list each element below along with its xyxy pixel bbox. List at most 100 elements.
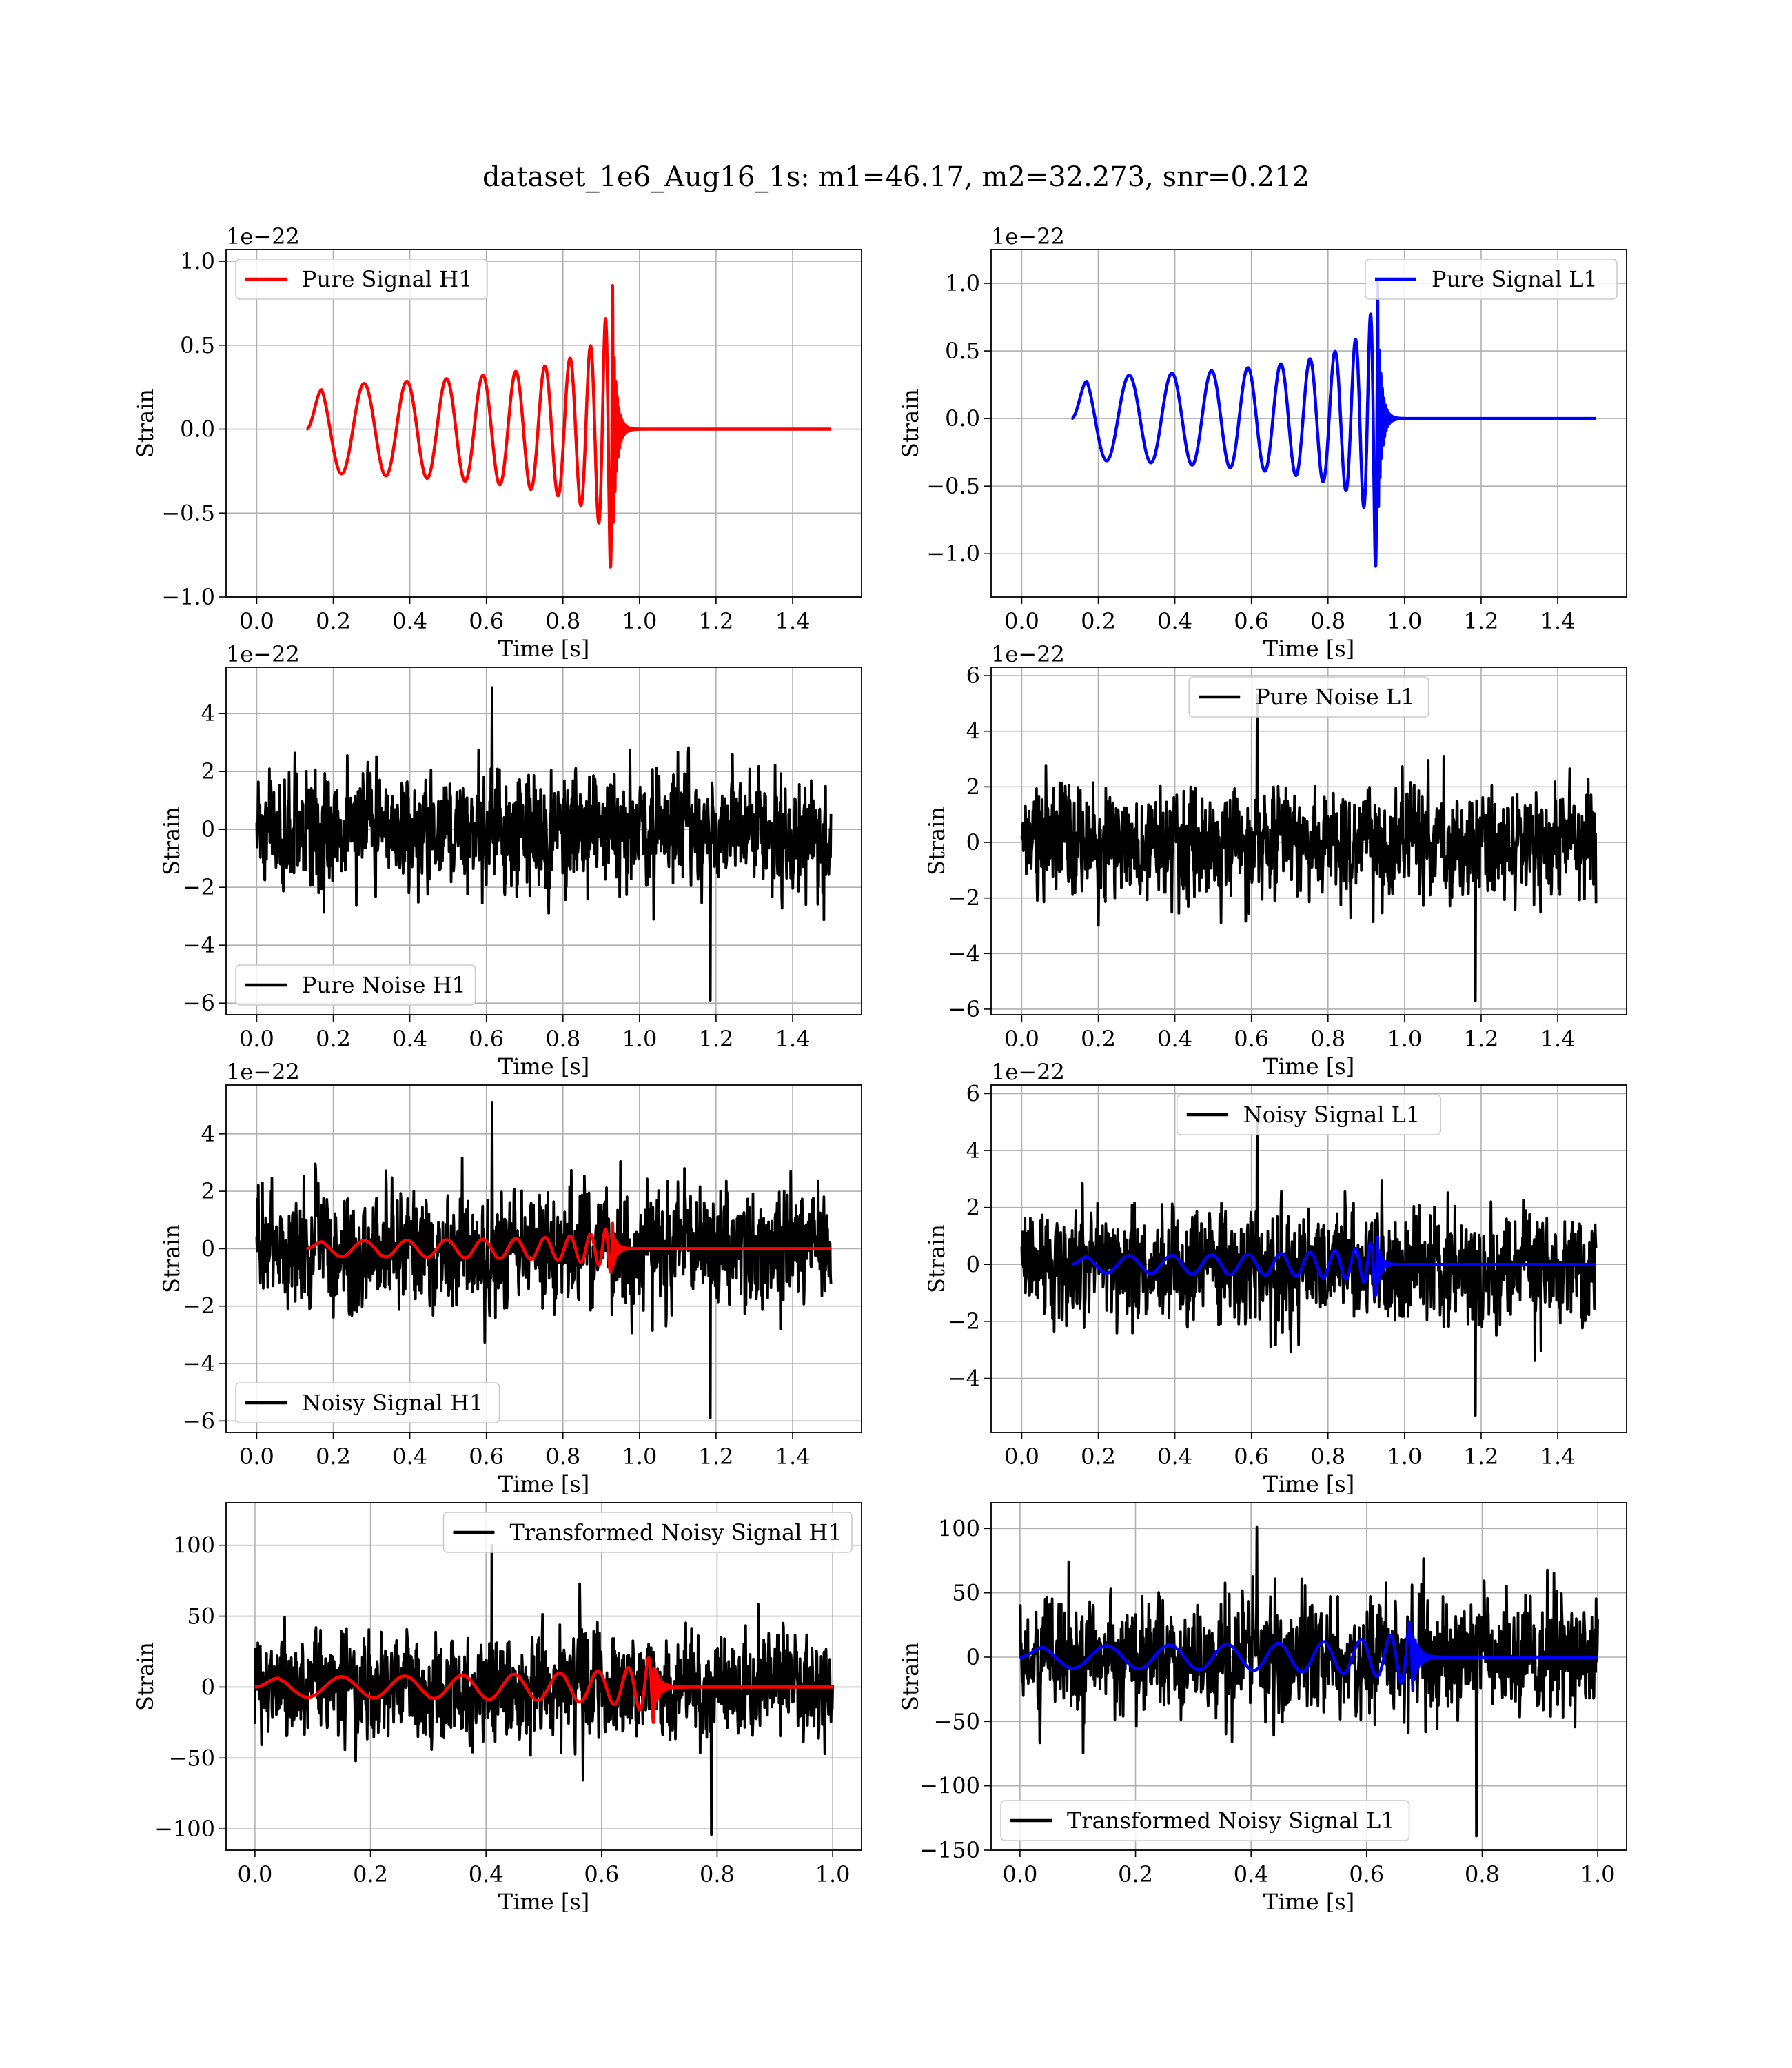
y-tick-label: −50 (933, 1708, 980, 1734)
chart-noisy-signal-h1: 0.0 0.2 0.4 0.6 0.8 1.0 1.2 1.4 −6 −4 −2 0 2 4 Time [s… (159, 1059, 862, 1497)
x-tick-label: 1.2 (698, 1443, 733, 1470)
axes-frame (990, 1502, 1627, 1851)
legend: Transformed Noisy Signal H1 (442, 1512, 853, 1553)
x-tick-label: 1.0 (1387, 608, 1422, 634)
series-line-signal (305, 283, 833, 569)
axes-frame (225, 1502, 862, 1851)
x-tick-label: 0.6 (1349, 1861, 1384, 1887)
y-tick-label: 2 (966, 1195, 980, 1221)
x-tick-label: 1.2 (698, 1026, 733, 1052)
y-tick-label: 0.5 (945, 338, 980, 364)
y-tick-label: 100 (173, 1532, 215, 1559)
axes-frame (990, 1084, 1627, 1433)
y-tick-label: −1.0 (926, 540, 980, 567)
legend-box (235, 964, 476, 1006)
x-tick-label: 0.2 (316, 608, 351, 634)
axes-frame (990, 249, 1627, 598)
x-tick-label: 1.0 (622, 608, 657, 634)
legend-label: Pure Signal L1 (1432, 266, 1598, 292)
x-tick-label: 1.0 (622, 1026, 657, 1052)
y-tick-label: −150 (919, 1837, 980, 1863)
y-tick-label: 2 (201, 758, 215, 784)
x-tick-label: 1.4 (775, 1443, 811, 1470)
x-tick-label: 0.0 (1004, 608, 1039, 634)
y-tick-label: 50 (952, 1580, 980, 1606)
y-tick-label: −4 (948, 940, 980, 966)
x-tick-label: 0.0 (1002, 1861, 1037, 1887)
y-tick-label: 0.5 (180, 332, 215, 358)
y-tick-label: 4 (201, 700, 215, 727)
y-tick-label: −2 (948, 885, 980, 911)
x-tick-label: 1.4 (775, 608, 811, 634)
y-tick-label: 1.0 (180, 248, 215, 274)
x-tick-label: 1.4 (1540, 1026, 1576, 1052)
y-tick-label: 0 (966, 1644, 980, 1670)
x-tick-label: 0.4 (1157, 1443, 1192, 1470)
offset-text: 1e−22 (991, 641, 1065, 667)
legend: Transformed Noisy Signal L1 (1000, 1800, 1410, 1841)
chart-transformed-noisy-signal-h1: 0.0 0.2 0.4 0.6 0.8 1.0 −100 −50 0 50 100 Time [s] S… (132, 1502, 862, 1915)
y-axis-label: Strain (132, 389, 159, 458)
x-axis-label: Time [s] (1263, 636, 1354, 662)
x-tick-label: 0.8 (700, 1861, 735, 1887)
x-tick-label: 0.2 (316, 1026, 351, 1052)
y-tick-label: −1.0 (161, 584, 215, 610)
chart-pure-signal-l1: 0.0 0.2 0.4 0.6 0.8 1.0 1.2 1.4 −1.0 −0.5 0.0 0.5 1.… (897, 223, 1627, 662)
x-axis-label: Time [s] (498, 636, 589, 662)
y-tick-label: −6 (183, 990, 215, 1016)
x-tick-label: 0.2 (316, 1443, 351, 1470)
series-line-noise (1020, 693, 1598, 1002)
x-tick-label: 0.2 (353, 1861, 388, 1887)
x-tick-label: 0.0 (1004, 1443, 1039, 1470)
chart-noisy-signal-l1: 0.0 0.2 0.4 0.6 0.8 1.0 1.2 1.4 −4 −2 0 2 4 6 Time [s]… (924, 1059, 1627, 1497)
x-tick-label: 1.4 (1540, 608, 1576, 634)
offset-text: 1e−22 (226, 641, 300, 667)
offset-text: 1e−22 (226, 223, 300, 250)
x-tick-label: 0.8 (545, 608, 580, 634)
x-tick-label: 0.4 (392, 1026, 427, 1052)
x-tick-label: 0.6 (469, 1026, 504, 1052)
chart-pure-signal-h1: 0.0 0.2 0.4 0.6 0.8 1.0 1.2 1.4 −1.0 −0.5 0.0 0.5 1.… (132, 223, 862, 662)
x-tick-label: 1.0 (1580, 1861, 1616, 1887)
y-tick-label: 0 (966, 829, 980, 855)
x-axis-label: Time [s] (1263, 1471, 1354, 1497)
legend-label: Pure Noise L1 (1255, 684, 1414, 710)
y-tick-label: −100 (919, 1773, 980, 1799)
legend: Noisy Signal L1 (1176, 1094, 1442, 1135)
x-axis-label: Time [s] (498, 1471, 589, 1497)
y-axis-label: Strain (897, 389, 924, 458)
series-line-signal (1070, 1235, 1598, 1297)
x-tick-label: 1.2 (1463, 1026, 1498, 1052)
figure-title: dataset_1e6_Aug16_1s: m1=46.17, m2=32.27… (482, 161, 1310, 193)
y-axis-label: Strain (924, 807, 950, 875)
x-axis-label: Time [s] (1263, 1889, 1354, 1915)
x-tick-label: 0.0 (239, 1443, 274, 1470)
legend-label: Noisy Signal H1 (302, 1390, 483, 1416)
x-tick-label: 0.4 (392, 608, 427, 634)
chart-pure-noise-h1: 0.0 0.2 0.4 0.6 0.8 1.0 1.2 1.4 −6 −4 −2 0 2 4 Time [s… (159, 641, 862, 1079)
y-tick-label: 6 (966, 1080, 980, 1106)
x-tick-label: 0.4 (1157, 608, 1192, 634)
legend: Pure Signal L1 (1365, 258, 1618, 300)
series-line-noise (1019, 1525, 1599, 1838)
y-tick-label: 6 (966, 662, 980, 689)
y-tick-label: −6 (948, 996, 980, 1022)
y-tick-label: 4 (201, 1121, 215, 1147)
x-tick-label: 0.6 (469, 608, 504, 634)
x-tick-label: 1.4 (1540, 1443, 1576, 1470)
y-tick-label: 2 (966, 773, 980, 800)
x-tick-label: 0.4 (392, 1443, 427, 1470)
x-tick-label: 1.2 (1463, 608, 1498, 634)
series-line-noise (1020, 1109, 1598, 1417)
y-tick-label: −2 (948, 1308, 980, 1335)
legend-box (235, 258, 488, 300)
legend: Pure Noise L1 (1188, 676, 1429, 718)
y-tick-label: 2 (201, 1178, 215, 1204)
legend: Pure Signal H1 (235, 258, 488, 300)
legend-box (1176, 1094, 1442, 1135)
x-tick-label: 0.8 (1465, 1861, 1500, 1887)
y-tick-label: 0.0 (180, 416, 215, 443)
legend-label: Transformed Noisy Signal L1 (1067, 1807, 1395, 1834)
y-tick-label: 100 (938, 1515, 980, 1541)
y-tick-label: −4 (948, 1366, 980, 1392)
